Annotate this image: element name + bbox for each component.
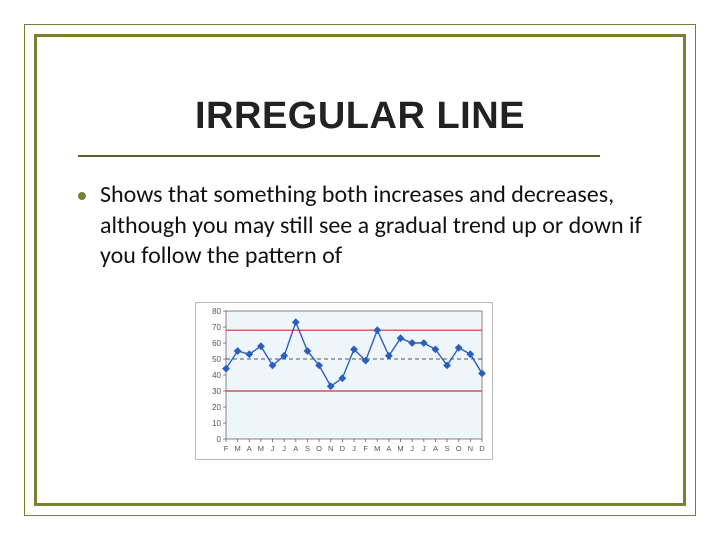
svg-text:F: F bbox=[224, 444, 229, 453]
svg-text:S: S bbox=[305, 444, 310, 453]
svg-text:30: 30 bbox=[212, 387, 221, 396]
svg-text:10: 10 bbox=[212, 419, 221, 428]
svg-text:70: 70 bbox=[212, 323, 221, 332]
slide-title: IRREGULAR LINE bbox=[0, 95, 720, 138]
svg-text:A: A bbox=[293, 444, 298, 453]
svg-text:0: 0 bbox=[217, 435, 222, 444]
svg-text:J: J bbox=[352, 444, 356, 453]
svg-text:20: 20 bbox=[212, 403, 221, 412]
svg-text:J: J bbox=[271, 444, 275, 453]
svg-text:40: 40 bbox=[212, 371, 221, 380]
svg-text:A: A bbox=[247, 444, 252, 453]
svg-text:A: A bbox=[433, 444, 438, 453]
bullet-row: Shows that something both increases and … bbox=[78, 180, 648, 272]
svg-text:S: S bbox=[445, 444, 450, 453]
title-underline bbox=[78, 155, 600, 157]
svg-text:50: 50 bbox=[212, 355, 221, 364]
bullet-text: Shows that something both increases and … bbox=[100, 180, 648, 272]
svg-text:M: M bbox=[258, 444, 264, 453]
svg-text:60: 60 bbox=[212, 339, 221, 348]
svg-text:J: J bbox=[282, 444, 286, 453]
svg-text:J: J bbox=[422, 444, 426, 453]
svg-text:O: O bbox=[456, 444, 462, 453]
svg-text:F: F bbox=[363, 444, 368, 453]
bullet-dot-icon bbox=[78, 192, 86, 200]
svg-text:N: N bbox=[468, 444, 473, 453]
svg-text:D: D bbox=[479, 444, 485, 453]
svg-text:N: N bbox=[328, 444, 333, 453]
irregular-line-chart: 01020304050607080FMAMJJASONDJFMAMJJASOND bbox=[196, 303, 494, 461]
bullet-area: Shows that something both increases and … bbox=[78, 180, 648, 272]
svg-text:M: M bbox=[374, 444, 380, 453]
svg-text:D: D bbox=[340, 444, 346, 453]
svg-text:M: M bbox=[397, 444, 403, 453]
svg-text:A: A bbox=[386, 444, 391, 453]
chart-container: 01020304050607080FMAMJJASONDJFMAMJJASOND bbox=[195, 302, 493, 460]
slide: IRREGULAR LINE Shows that something both… bbox=[0, 0, 720, 540]
svg-text:J: J bbox=[410, 444, 414, 453]
svg-text:O: O bbox=[316, 444, 322, 453]
svg-text:M: M bbox=[235, 444, 241, 453]
svg-text:80: 80 bbox=[212, 307, 221, 316]
